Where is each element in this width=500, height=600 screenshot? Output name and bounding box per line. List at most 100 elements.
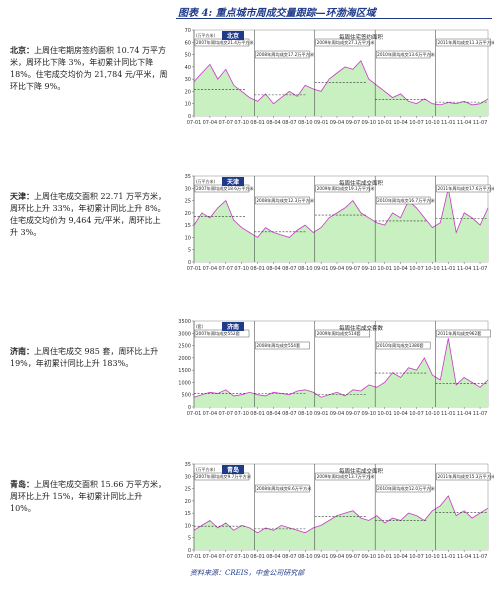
average-label-box <box>375 50 431 59</box>
area <box>194 495 488 550</box>
average-label: 2011年周均成交15.3万平方米 <box>438 473 494 480</box>
x-tick-label: 07-07 <box>219 120 234 126</box>
average-label-box <box>255 484 310 493</box>
x-tick-label: 07-04 <box>203 554 218 560</box>
x-tick-label: 08-01 <box>250 411 265 417</box>
x-tick-label: 11-04 <box>457 411 472 417</box>
line <box>193 188 489 238</box>
x-tick-label: 09-07 <box>346 411 361 417</box>
y-tick-label: 10 <box>185 523 191 529</box>
average-label-box <box>375 196 431 205</box>
y-tick-label: 0 <box>188 405 191 411</box>
x-tick-label: 07-01 <box>187 120 202 126</box>
x-tick-label: 10-10 <box>425 120 440 126</box>
average-label: 2009年周均成交514套 <box>317 330 362 337</box>
x-tick-label: 11-01 <box>441 411 456 417</box>
city-name: 天津： <box>10 191 34 201</box>
x-tick-label: 07-07 <box>219 411 234 417</box>
city-label-box <box>222 322 244 331</box>
city-label: 济南 <box>227 323 239 331</box>
x-tick-label: 08-10 <box>298 120 313 126</box>
y-tick-label: 15 <box>185 511 191 517</box>
x-tick-label: 07-01 <box>187 266 202 272</box>
x-tick-label: 10-04 <box>393 266 408 272</box>
average-label: 2011年周均成交962套 <box>438 330 483 337</box>
x-tick-label: 07-01 <box>187 554 202 560</box>
x-tick-label: 09-07 <box>346 266 361 272</box>
x-tick-label: 11-04 <box>457 120 472 126</box>
x-tick-label: 10-01 <box>377 266 392 272</box>
x-tick-label: 10-01 <box>377 411 392 417</box>
page: {"header":{"title":"图表 4: 重点城市周成交量跟踪—环渤海… <box>10 8 494 577</box>
y-tick-label: 30 <box>185 474 191 480</box>
summary: 北京：上周住宅期房签约面积 10.74 万平方米，周环比下降 3%，年初累计同比… <box>10 44 168 93</box>
x-tick-label: 08-07 <box>282 266 297 272</box>
unit-label: (万平方米) <box>196 466 216 472</box>
area <box>194 188 488 262</box>
y-tick-label: 60 <box>185 40 191 46</box>
x-tick-label: 08-07 <box>282 120 297 126</box>
y-tick-label: 0 <box>188 548 191 554</box>
x-tick-label: 10-07 <box>409 120 424 126</box>
chart-title: 每周住宅成交面积 <box>339 467 384 475</box>
source-note: 资料来源：CREIS，中金公司研究部 <box>190 569 305 577</box>
y-tick-label: 2000 <box>178 356 191 362</box>
x-tick-label: 08-04 <box>266 411 281 417</box>
y-tick-label: 0 <box>188 114 191 120</box>
y-tick-label: 1000 <box>178 380 191 386</box>
average-label-box <box>255 50 310 59</box>
x-tick-label: 07-10 <box>234 411 249 417</box>
y-tick-label: 2500 <box>178 344 191 350</box>
summary-text: 上周住宅期房签约面积 10.74 万平方米，周环比下降 3%，年初累计同比下降 … <box>10 46 168 91</box>
x-tick-label: 07-01 <box>187 411 202 417</box>
x-tick-label: 09-04 <box>330 554 345 560</box>
chart-title: 每周住宅成交面积 <box>339 179 384 187</box>
y-tick-label: 15 <box>185 223 191 229</box>
average-label: 2008年周均成交8.6万平方米 <box>256 485 312 492</box>
x-tick-label: 07-07 <box>219 554 234 560</box>
average-label: 2008年周均成交17.2万平方米 <box>256 51 314 58</box>
x-tick-label: 09-07 <box>346 120 361 126</box>
x-tick-label: 11-01 <box>441 554 456 560</box>
page-title: 图表 4: 重点城市周成交量跟踪—环渤海区域 <box>178 8 376 19</box>
y-tick-label: 50 <box>185 53 191 59</box>
x-tick-label: 11-07 <box>473 266 488 272</box>
x-tick-label: 08-10 <box>298 554 313 560</box>
average-label: 2007年周均成交18.6万平方米 <box>196 185 254 192</box>
x-tick-label: 08-10 <box>298 411 313 417</box>
summary-text: 上周住宅成交面积 22.71 万平方米，周环比上升 33%，年初累计同比上升 8… <box>10 192 166 237</box>
line <box>193 495 489 534</box>
x-tick-label: 08-01 <box>250 120 265 126</box>
y-tick-label: 20 <box>185 211 191 217</box>
average-label-box <box>315 472 370 481</box>
x-tick-label: 07-07 <box>219 266 234 272</box>
city-label: 青岛 <box>227 466 239 474</box>
average-label: 2009年周均成交27.1万平方米 <box>317 39 375 46</box>
summary: 青岛：上周住宅成交面积 15.66 万平方米，周环比上升 15%，年初累计同比上… <box>10 478 168 515</box>
chart: 0 10 20 30 40 50 60 70 07-01 07-04 07-07 07-10 08-01… <box>185 28 494 126</box>
city-name: 济南： <box>10 346 34 356</box>
unit-label: (万平方米) <box>196 178 216 184</box>
y-tick-label: 25 <box>185 487 191 493</box>
x-tick-label: 09-07 <box>346 554 361 560</box>
average-label: 2011年周均成交17.6万平方米 <box>438 185 494 192</box>
average-label-box <box>375 341 431 350</box>
average-label-box <box>315 329 370 338</box>
x-tick-label: 08-04 <box>266 266 281 272</box>
x-tick-label: 11-01 <box>441 120 456 126</box>
x-tick-label: 10-04 <box>393 411 408 417</box>
y-tick-label: 10 <box>185 235 191 241</box>
unit-label: (万平方米) <box>196 32 216 38</box>
average-label: 2007年周均成交21.4万平方米 <box>196 39 254 46</box>
x-tick-label: 07-04 <box>203 411 218 417</box>
y-tick-label: 40 <box>185 65 191 71</box>
summary-text: 上周住宅成交 985 套，周环比上升 19%，年初累计同比上升 183%。 <box>10 347 159 368</box>
average-label-box <box>436 38 491 47</box>
x-tick-label: 09-01 <box>314 120 329 126</box>
x-tick-label: 11-07 <box>473 120 488 126</box>
x-tick-label: 07-10 <box>234 120 249 126</box>
x-tick-label: 09-10 <box>362 411 377 417</box>
x-tick-label: 09-04 <box>330 266 345 272</box>
